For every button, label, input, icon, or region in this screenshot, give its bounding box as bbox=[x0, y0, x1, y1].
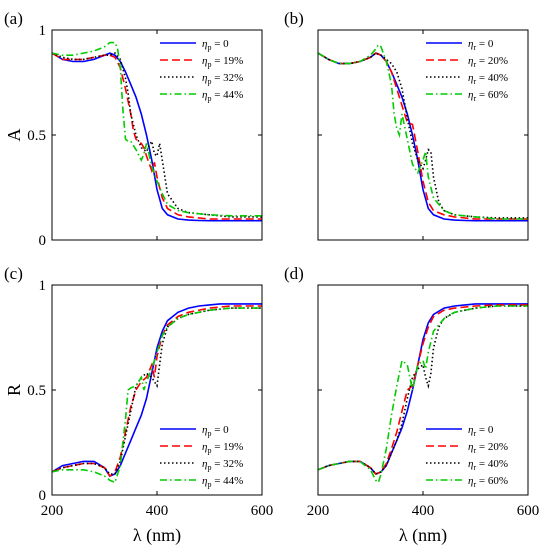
y-tick-label: 0.5 bbox=[27, 128, 46, 144]
legend-entry-2: ηp = 19% bbox=[202, 55, 243, 69]
x-axis-label: λ (nm) bbox=[399, 525, 447, 546]
series-line-1 bbox=[52, 52, 262, 222]
legend-entry-4: ηp = 44% bbox=[202, 89, 243, 103]
legend-entry-3: ηp = 32% bbox=[202, 458, 243, 472]
legend-entry-1: ηr = 0 bbox=[468, 424, 494, 438]
x-tick-label: 200 bbox=[307, 503, 330, 519]
x-tick-label: 400 bbox=[146, 503, 169, 519]
panel-label: (d) bbox=[284, 264, 304, 283]
legend: ηr = 0 ηr = 20% ηr = 40% ηr = 60% bbox=[426, 424, 508, 489]
panel-label: (c) bbox=[4, 264, 23, 283]
legend-entry-3: ηr = 40% bbox=[468, 72, 508, 86]
y-tick-label: 0.5 bbox=[27, 383, 46, 399]
y-tick-label: 1 bbox=[39, 278, 47, 294]
series-line-2 bbox=[52, 52, 262, 220]
legend-entry-2: ηr = 20% bbox=[468, 441, 508, 455]
legend-entry-3: ηp = 32% bbox=[202, 72, 243, 86]
legend-entry-1: ηr = 0 bbox=[468, 38, 494, 52]
legend-entry-1: ηp = 0 bbox=[202, 38, 229, 52]
legend-entry-3: ηr = 40% bbox=[468, 458, 508, 472]
legend-entry-4: ηp = 44% bbox=[202, 475, 243, 489]
series-line-4 bbox=[318, 43, 528, 220]
chart-panel-1: (a) 0 0.5 1 Aηp = 0 ηp = 19% ηp = 32% ηp = 44% bbox=[4, 9, 263, 249]
series-line-3 bbox=[52, 52, 262, 218]
series-line-4 bbox=[52, 41, 262, 217]
series-line-4 bbox=[318, 305, 528, 484]
y-axis-label: A bbox=[4, 129, 24, 142]
panel-label: (a) bbox=[4, 9, 23, 28]
legend-entry-4: ηr = 60% bbox=[468, 89, 508, 103]
x-tick-label: 600 bbox=[517, 503, 540, 519]
series-line-2 bbox=[52, 305, 262, 478]
legend: ηr = 0 ηr = 20% ηr = 40% ηr = 60% bbox=[426, 38, 508, 103]
y-tick-label: 1 bbox=[39, 23, 47, 39]
legend: ηp = 0 ηp = 19% ηp = 32% ηp = 44% bbox=[160, 38, 243, 103]
series-line-4 bbox=[52, 307, 262, 484]
panel-label: (b) bbox=[284, 9, 304, 28]
y-tick-label: 0 bbox=[39, 488, 47, 504]
legend-entry-2: ηp = 19% bbox=[202, 441, 243, 455]
x-tick-label: 400 bbox=[412, 503, 435, 519]
x-axis-label: λ (nm) bbox=[133, 525, 181, 546]
legend-entry-1: ηp = 0 bbox=[202, 424, 229, 438]
x-tick-label: 600 bbox=[251, 503, 274, 519]
chart-panel-4: (d) 200 400 600 λ (nm) ηr = 0 ηr = 20% ηr = 40%… bbox=[284, 264, 539, 546]
legend-entry-4: ηr = 60% bbox=[468, 475, 508, 489]
x-tick-label: 200 bbox=[41, 503, 64, 519]
legend-entry-2: ηr = 20% bbox=[468, 55, 508, 69]
legend: ηp = 0 ηp = 19% ηp = 32% ηp = 44% bbox=[160, 424, 243, 489]
series-line-1 bbox=[52, 303, 262, 478]
series-line-2 bbox=[318, 52, 528, 220]
y-tick-label: 0 bbox=[39, 233, 47, 249]
chart-panel-2: (b) ηr = 0 ηr = 20% ηr = 40% ηr = 60% bbox=[284, 9, 529, 241]
y-axis-label: R bbox=[4, 384, 24, 396]
